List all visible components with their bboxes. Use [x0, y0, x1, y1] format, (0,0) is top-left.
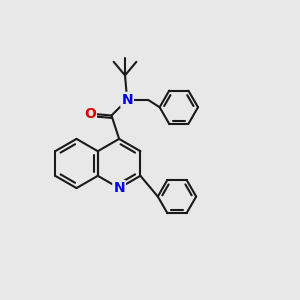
Text: N: N — [113, 181, 125, 195]
Text: O: O — [84, 106, 96, 121]
Text: N: N — [121, 93, 133, 107]
